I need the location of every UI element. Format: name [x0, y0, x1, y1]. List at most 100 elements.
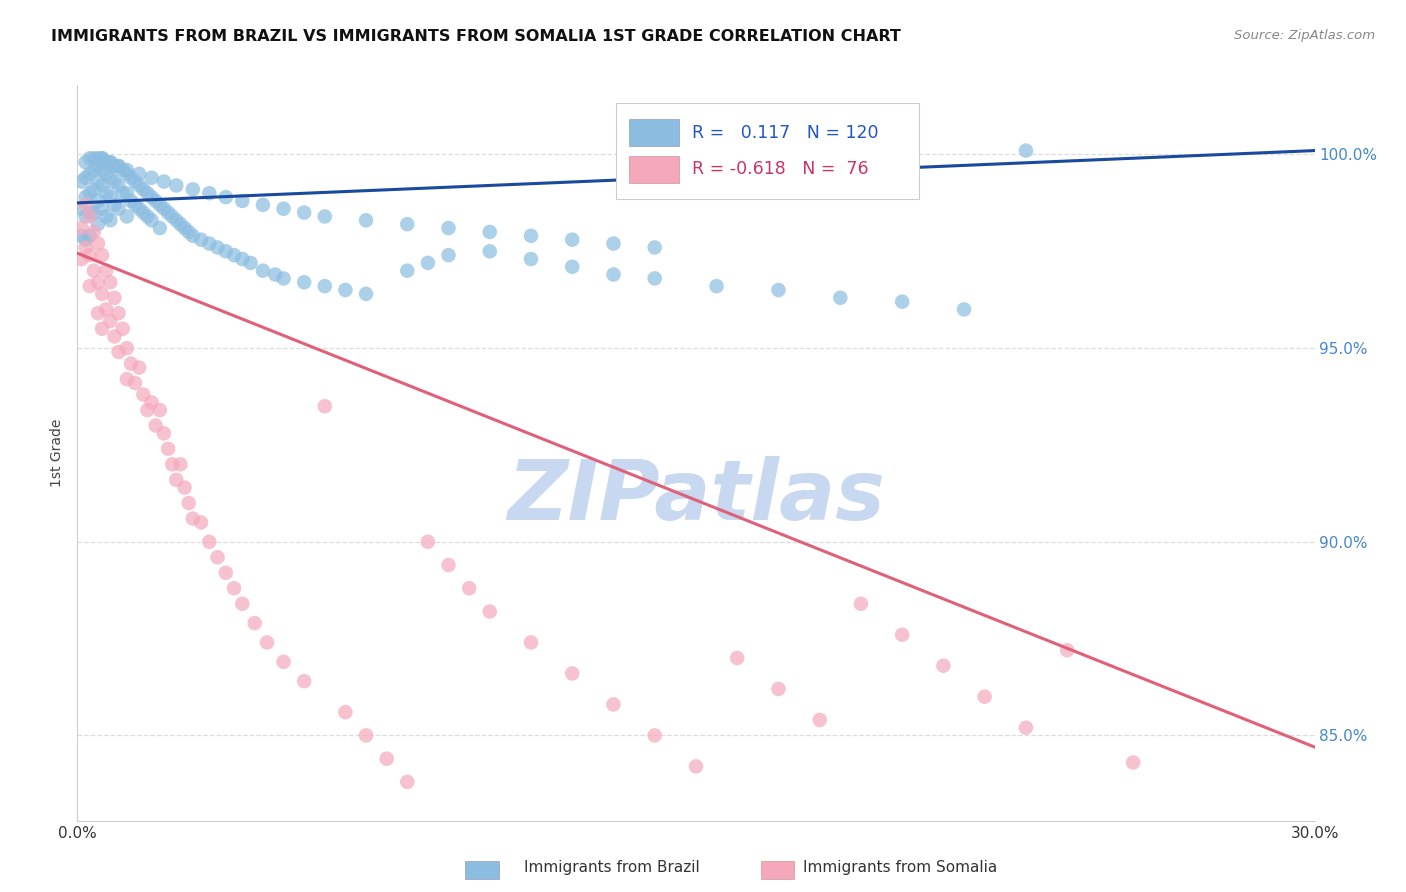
Point [115, 372, 138, 386]
Point [706, 279, 728, 293]
Point [128, 178, 150, 193]
Point [87, 306, 110, 320]
Point [103, 291, 125, 305]
Text: R = -0.618   N =  76: R = -0.618 N = 76 [692, 161, 869, 178]
Point [98, 170, 121, 185]
Point [478, 225, 501, 239]
Point [416, 534, 439, 549]
Point [96, 302, 118, 317]
Point [173, 481, 195, 495]
Point [354, 286, 377, 301]
Point [132, 182, 155, 196]
Point [124, 175, 146, 189]
Point [91, 286, 114, 301]
FancyBboxPatch shape [761, 861, 794, 879]
Point [181, 228, 204, 243]
Point [83, 151, 105, 165]
Point [87, 217, 110, 231]
Point [91, 151, 114, 165]
Text: ZIPatlas: ZIPatlas [508, 457, 884, 537]
Point [115, 186, 138, 201]
Point [215, 244, 238, 259]
Point [1015, 144, 1038, 158]
Point [103, 329, 125, 343]
Point [314, 279, 336, 293]
Point [111, 186, 134, 201]
Point [83, 205, 105, 219]
Point [396, 217, 419, 231]
Point [79, 186, 101, 201]
Point [107, 159, 129, 173]
Point [128, 202, 150, 216]
Point [768, 681, 790, 696]
Point [149, 221, 172, 235]
Point [98, 275, 121, 289]
Point [70, 202, 93, 216]
Point [111, 163, 134, 178]
Point [136, 403, 159, 417]
Point [256, 635, 278, 649]
Point [91, 248, 114, 262]
Point [115, 341, 138, 355]
Point [314, 210, 336, 224]
Point [207, 550, 229, 565]
Point [215, 190, 238, 204]
Point [396, 775, 419, 789]
Point [292, 205, 315, 219]
Point [644, 271, 666, 285]
Point [141, 395, 163, 409]
Point [198, 186, 221, 201]
Point [292, 674, 315, 689]
Point [177, 225, 200, 239]
Point [115, 210, 138, 224]
Point [160, 210, 183, 224]
Point [79, 205, 101, 219]
Text: Immigrants from Brazil: Immigrants from Brazil [524, 860, 700, 874]
Text: Source: ZipAtlas.com: Source: ZipAtlas.com [1234, 29, 1375, 42]
Point [136, 210, 159, 224]
Point [354, 728, 377, 742]
Point [181, 182, 204, 196]
Point [132, 205, 155, 219]
Point [96, 210, 118, 224]
Point [153, 202, 176, 216]
Point [124, 198, 146, 212]
Point [91, 178, 114, 193]
Point [768, 283, 790, 297]
Point [437, 248, 460, 262]
Point [75, 155, 97, 169]
FancyBboxPatch shape [616, 103, 918, 199]
Point [103, 198, 125, 212]
Point [79, 248, 101, 262]
Point [70, 175, 93, 189]
Point [91, 202, 114, 216]
Point [107, 345, 129, 359]
Point [91, 151, 114, 165]
Point [91, 163, 114, 178]
Point [87, 194, 110, 208]
Point [644, 240, 666, 254]
Point [75, 240, 97, 254]
Point [132, 387, 155, 401]
Point [520, 635, 543, 649]
Point [520, 252, 543, 266]
Point [115, 167, 138, 181]
Point [354, 213, 377, 227]
Point [111, 322, 134, 336]
Point [602, 698, 624, 712]
Point [808, 713, 831, 727]
Point [273, 202, 295, 216]
Point [169, 458, 191, 472]
Point [79, 228, 101, 243]
Point [932, 658, 955, 673]
Point [222, 581, 245, 595]
FancyBboxPatch shape [465, 861, 499, 879]
Point [103, 175, 125, 189]
Point [437, 558, 460, 572]
Point [75, 210, 97, 224]
Point [98, 314, 121, 328]
Point [1122, 756, 1144, 770]
Point [644, 728, 666, 742]
Point [243, 616, 266, 631]
Point [1056, 643, 1078, 657]
